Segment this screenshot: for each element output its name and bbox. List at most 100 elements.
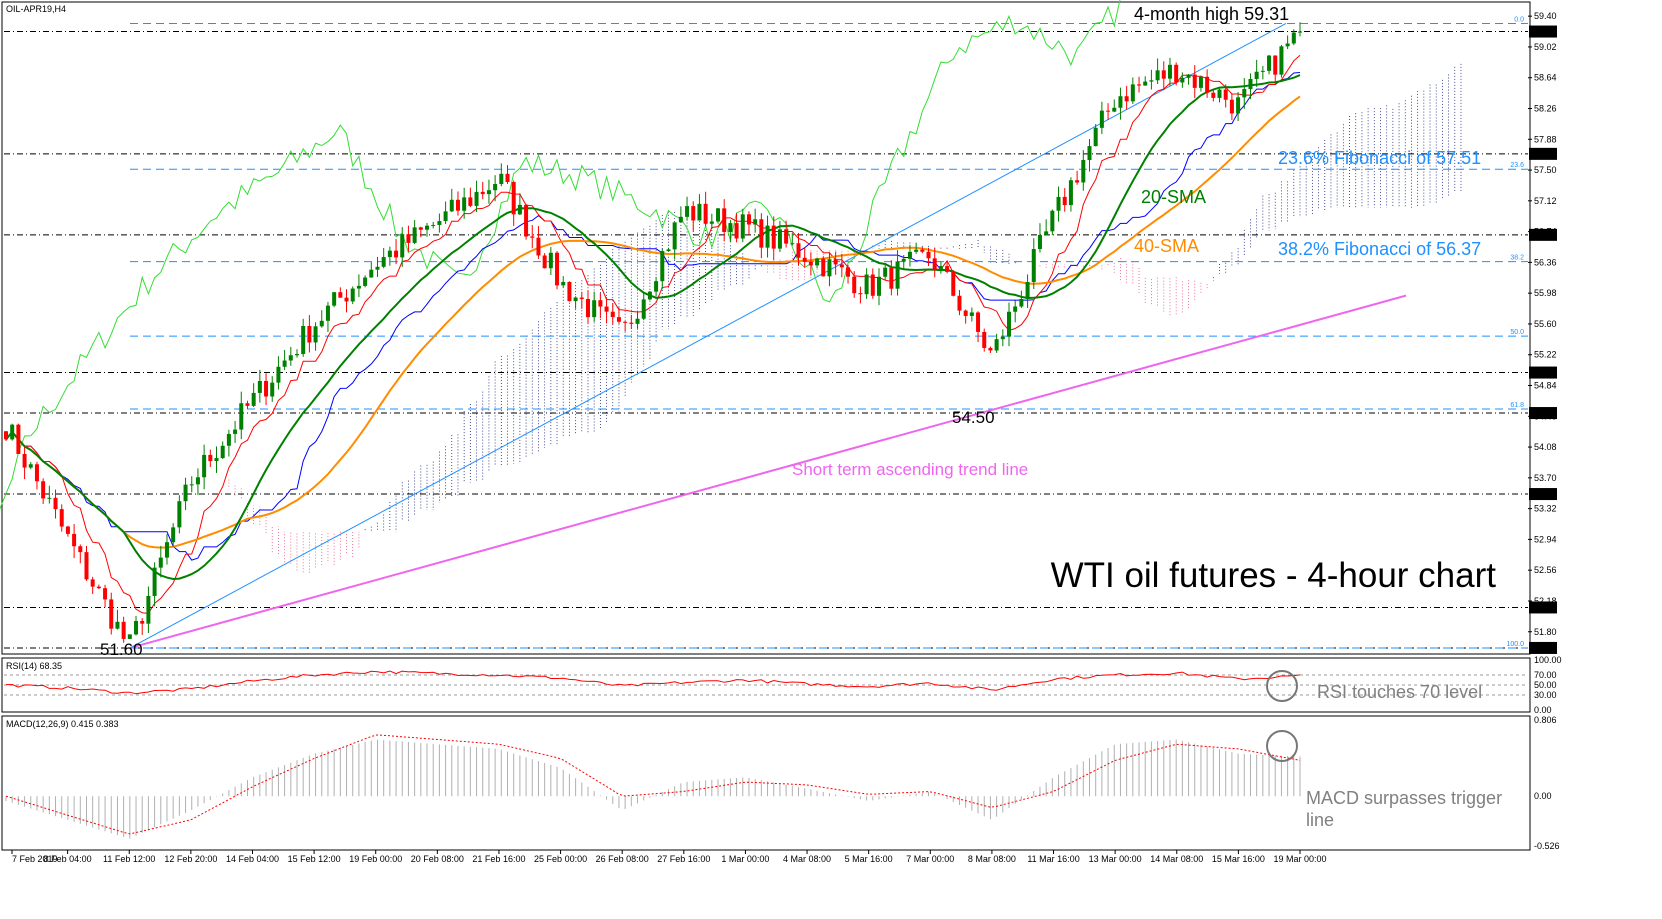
level-price-box	[1529, 407, 1557, 420]
chart-title: WTI oil futures - 4-hour chart	[1051, 556, 1497, 595]
level-price-box	[1529, 366, 1557, 379]
candle-body	[1062, 196, 1067, 206]
candle-body	[722, 208, 727, 232]
rsi-tick-label: 70.00	[1534, 670, 1557, 680]
x-tick-label: 27 Feb 16:00	[657, 854, 710, 864]
y-tick-label: 58.26	[1534, 103, 1557, 113]
macd-panel-frame	[1, 715, 1531, 851]
candle-body	[660, 251, 665, 282]
candle-body	[833, 259, 838, 265]
candle-body	[1223, 89, 1228, 100]
candle-body	[375, 266, 380, 270]
candle-body	[709, 221, 714, 224]
x-tick-label: 21 Feb 16:00	[472, 854, 525, 864]
x-tick-label: 7 Mar 00:00	[906, 854, 954, 864]
candle-body	[864, 274, 869, 295]
x-tick-label: 8 Mar 08:00	[968, 854, 1016, 864]
candle-body	[134, 620, 139, 635]
y-tick-label: 53.32	[1534, 504, 1557, 514]
y-tick-label: 57.50	[1534, 165, 1557, 175]
candle-body	[103, 588, 108, 600]
candle-body	[152, 567, 157, 596]
candle-body	[344, 297, 349, 302]
candle-body	[994, 339, 999, 351]
x-tick-label: 5 Mar 16:00	[845, 854, 893, 864]
candle-body	[189, 484, 194, 486]
candle-body	[121, 621, 126, 639]
candle-body	[920, 249, 925, 252]
candle-body	[53, 497, 58, 510]
candle-body	[1198, 76, 1203, 88]
indicator-lines	[0, 0, 1301, 615]
candle-body	[876, 276, 881, 296]
candle-body	[1285, 43, 1290, 47]
y-tick-label: 54.84	[1534, 381, 1557, 391]
candle-body	[146, 595, 151, 624]
candle-body	[1260, 70, 1265, 72]
candlesticks	[4, 22, 1302, 643]
level-price-label: 56.70	[1531, 230, 1554, 240]
candle-body	[387, 250, 392, 258]
candle-body	[34, 464, 39, 482]
candle-body	[759, 219, 764, 248]
candle-body	[338, 292, 343, 298]
candle-body	[870, 274, 875, 296]
y-tick-label: 53.70	[1534, 473, 1557, 483]
candle-body	[1075, 180, 1080, 183]
x-tick-label: 25 Feb 00:00	[534, 854, 587, 864]
candle-body	[449, 199, 454, 212]
candle-body	[1155, 70, 1160, 81]
symbol-label: OIL-APR19,H4	[6, 4, 66, 14]
candle-body	[332, 292, 337, 306]
candle-body	[561, 281, 566, 286]
candle-body	[1112, 107, 1117, 112]
rsi-panel-frame	[1, 657, 1531, 713]
macd-panel: 0.806 0.00 -0.526	[5, 715, 1560, 851]
x-tick-label: 11 Mar 16:00	[1027, 854, 1079, 864]
candle-body	[233, 429, 238, 434]
candle-body	[808, 261, 813, 266]
candle-body	[325, 305, 330, 321]
fib236-annotation: 23.6% Fibonacci of 57.51	[1278, 148, 1481, 168]
candle-body	[1180, 77, 1185, 83]
candle-body	[827, 259, 832, 277]
trend-annotation: Short term ascending trend line	[792, 460, 1028, 479]
rsi-line	[5, 670, 1301, 695]
candle-body	[425, 225, 430, 230]
candle-body	[765, 225, 770, 248]
candle-body	[815, 258, 820, 266]
candle-body	[1298, 31, 1302, 33]
candle-body	[654, 281, 659, 292]
candle-body	[555, 252, 560, 286]
candle-body	[784, 229, 789, 244]
chikou-span-line	[0, 0, 1121, 510]
candle-body	[270, 382, 275, 397]
x-tick-label: 19 Feb 00:00	[349, 854, 402, 864]
candle-body	[47, 497, 52, 499]
level-price-box	[1529, 601, 1557, 614]
candle-body	[264, 380, 269, 397]
candle-body	[381, 257, 386, 267]
candle-body	[641, 299, 646, 319]
candle-body	[418, 227, 423, 230]
candle-body	[672, 222, 677, 250]
sma20-annotation: 20-SMA	[1141, 187, 1206, 207]
fibonacci-levels: 0.0 23.6 38.2 50.0 61.8 100.0	[130, 16, 1528, 649]
candle-body	[301, 325, 306, 355]
low-annotation-51: 51.60	[100, 640, 143, 659]
y-tick-label: 52.56	[1534, 565, 1557, 575]
sma40-line	[5, 95, 1301, 549]
candle-body	[406, 234, 411, 243]
candle-body	[499, 173, 504, 184]
y-tick-label: 55.22	[1534, 350, 1557, 360]
candle-body	[703, 203, 708, 224]
candle-body	[1229, 99, 1234, 114]
candle-body	[858, 293, 863, 295]
tenkan-sen-line	[5, 54, 1301, 615]
x-tick-label: 20 Feb 08:00	[411, 854, 464, 864]
candle-body	[678, 216, 683, 223]
x-tick-label: 7 Feb 2019	[12, 854, 58, 864]
candle-body	[171, 527, 176, 543]
y-tick-label: 55.60	[1534, 319, 1557, 329]
